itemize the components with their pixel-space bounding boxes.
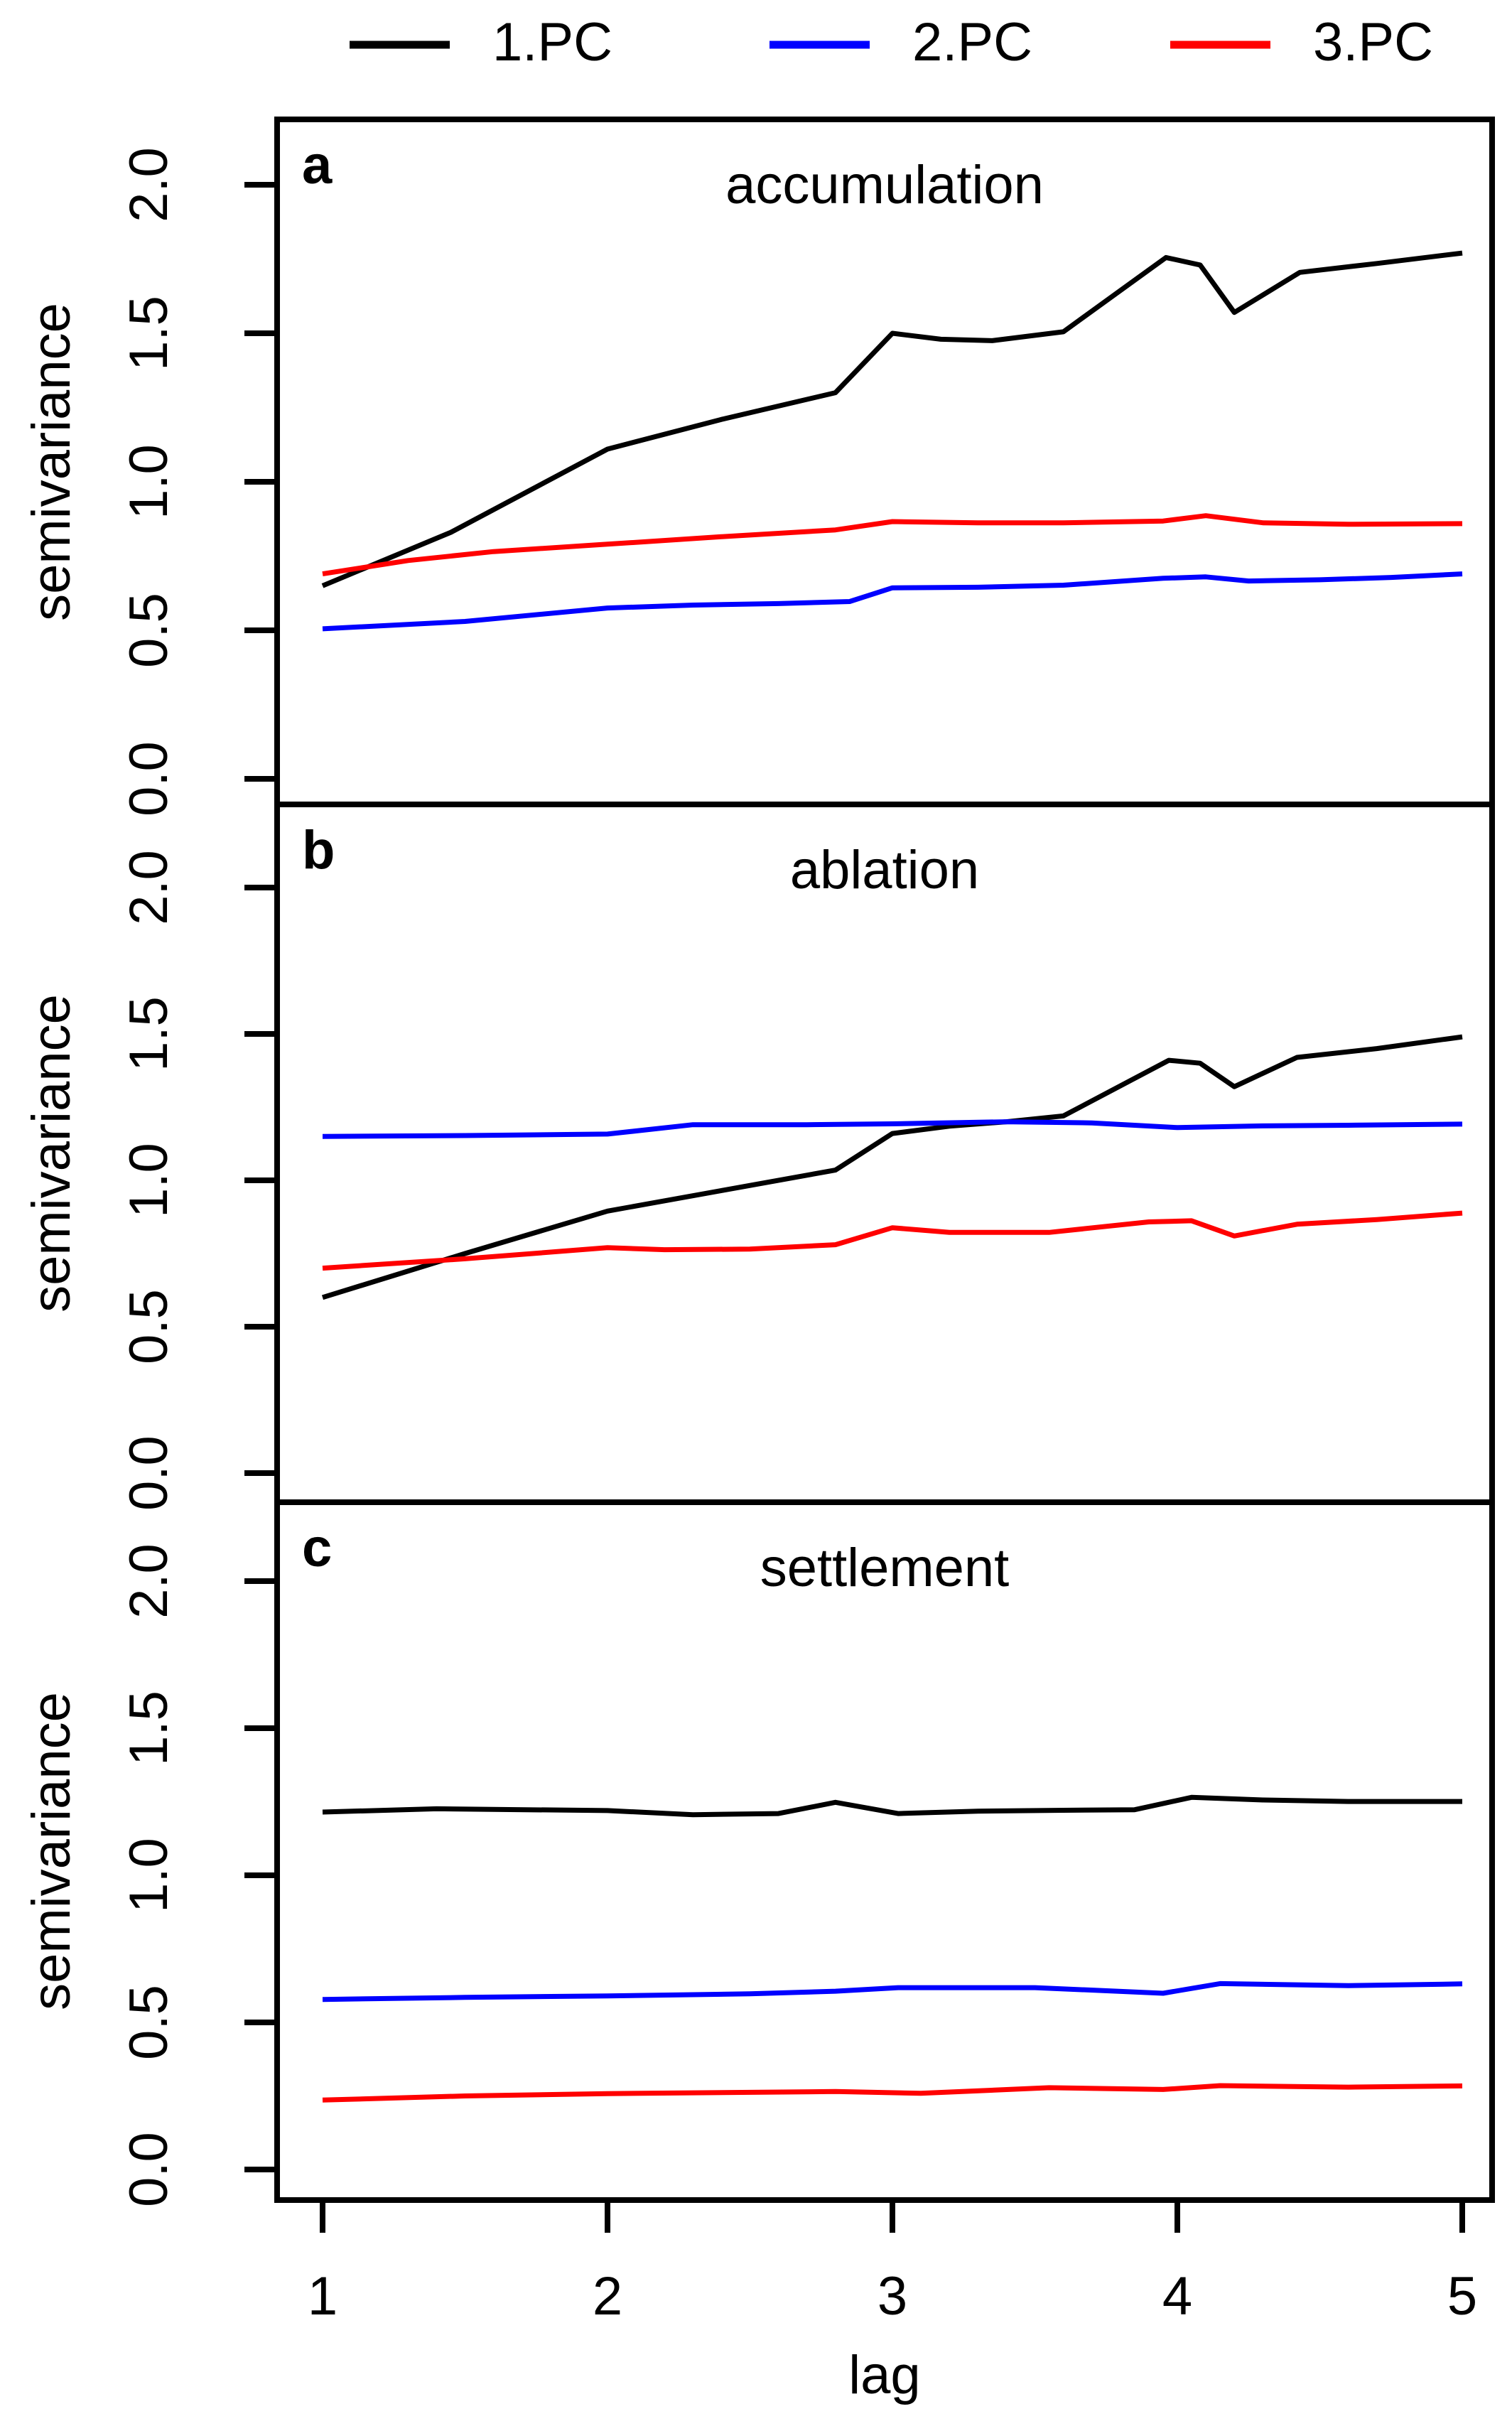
y-axis-label: semivariance [21,994,82,1312]
y-axis-label: semivariance [21,303,82,621]
x-tick-label: 4 [1162,2266,1192,2327]
panel-title: settlement [760,1538,1010,1598]
legend-label: 1.PC [492,12,612,72]
y-tick-label: 2.0 [119,147,179,222]
x-tick-label: 5 [1447,2266,1477,2327]
x-tick-label: 3 [878,2266,907,2327]
line-2pc [322,1119,1463,1139]
legend: 1.PC 2.PC 3.PC [350,12,1433,72]
line-1pc [321,250,1463,588]
legend-item: 3.PC [1170,12,1433,72]
y-tick-label: 0.0 [119,1435,179,1511]
line-2pc [322,1980,1463,2003]
x-axis: 1 2 3 4 5 lag [308,2200,1477,2405]
legend-label: 3.PC [1313,12,1433,72]
legend-item: 2.PC [770,12,1032,72]
line-1pc [322,1794,1462,1818]
line-3pc [322,2083,1463,2103]
plot-box [274,117,1495,807]
y-tick-label: 2.0 [119,850,179,925]
x-tick-label: 1 [308,2266,338,2327]
line-3pc [322,1210,1463,1271]
y-tick-label: 1.0 [119,444,179,519]
panel-letter: b [302,820,335,880]
panel-c: 0.0 0.5 1.0 1.5 2.0 semivariance c settlement [21,1499,1495,2207]
line-3pc [322,513,1463,577]
y-tick-label: 1.0 [119,1838,179,1913]
y-tick-label: 0.0 [119,741,179,816]
y-axis-label: semivariance [21,1692,82,2010]
y-tick-label: 0.5 [119,1289,179,1364]
y-tick-label: 0.5 [119,1985,179,2060]
y-tick-label: 1.5 [119,296,179,371]
panel-title: accumulation [725,155,1044,215]
y-tick-label: 0.0 [119,2132,179,2207]
panel-letter: a [302,135,333,195]
plot-box [274,1499,1495,2203]
y-tick-label: 2.0 [119,1543,179,1619]
panel-b: 0.0 0.5 1.0 1.5 2.0 semivariance b ablation [21,802,1495,1511]
panel-title: ablation [790,840,979,900]
x-axis-label: lag [848,2345,920,2405]
y-tick-label: 0.5 [119,593,179,668]
panel-letter: c [302,1518,332,1578]
y-tick-label: 1.5 [119,1691,179,1766]
panels: 0.0 0.5 1.0 1.5 2.0 semivariance a accumulation… [21,117,1495,2207]
plot-box [274,802,1495,1505]
x-tick-label: 2 [593,2266,622,2327]
y-tick-label: 1.0 [119,1143,179,1218]
y-tick-label: 1.5 [119,996,179,1072]
legend-label: 2.PC [912,12,1032,72]
line-2pc [322,571,1463,632]
legend-item: 1.PC [350,12,612,72]
panel-a: 0.0 0.5 1.0 1.5 2.0 semivariance a accumulation [21,117,1495,816]
